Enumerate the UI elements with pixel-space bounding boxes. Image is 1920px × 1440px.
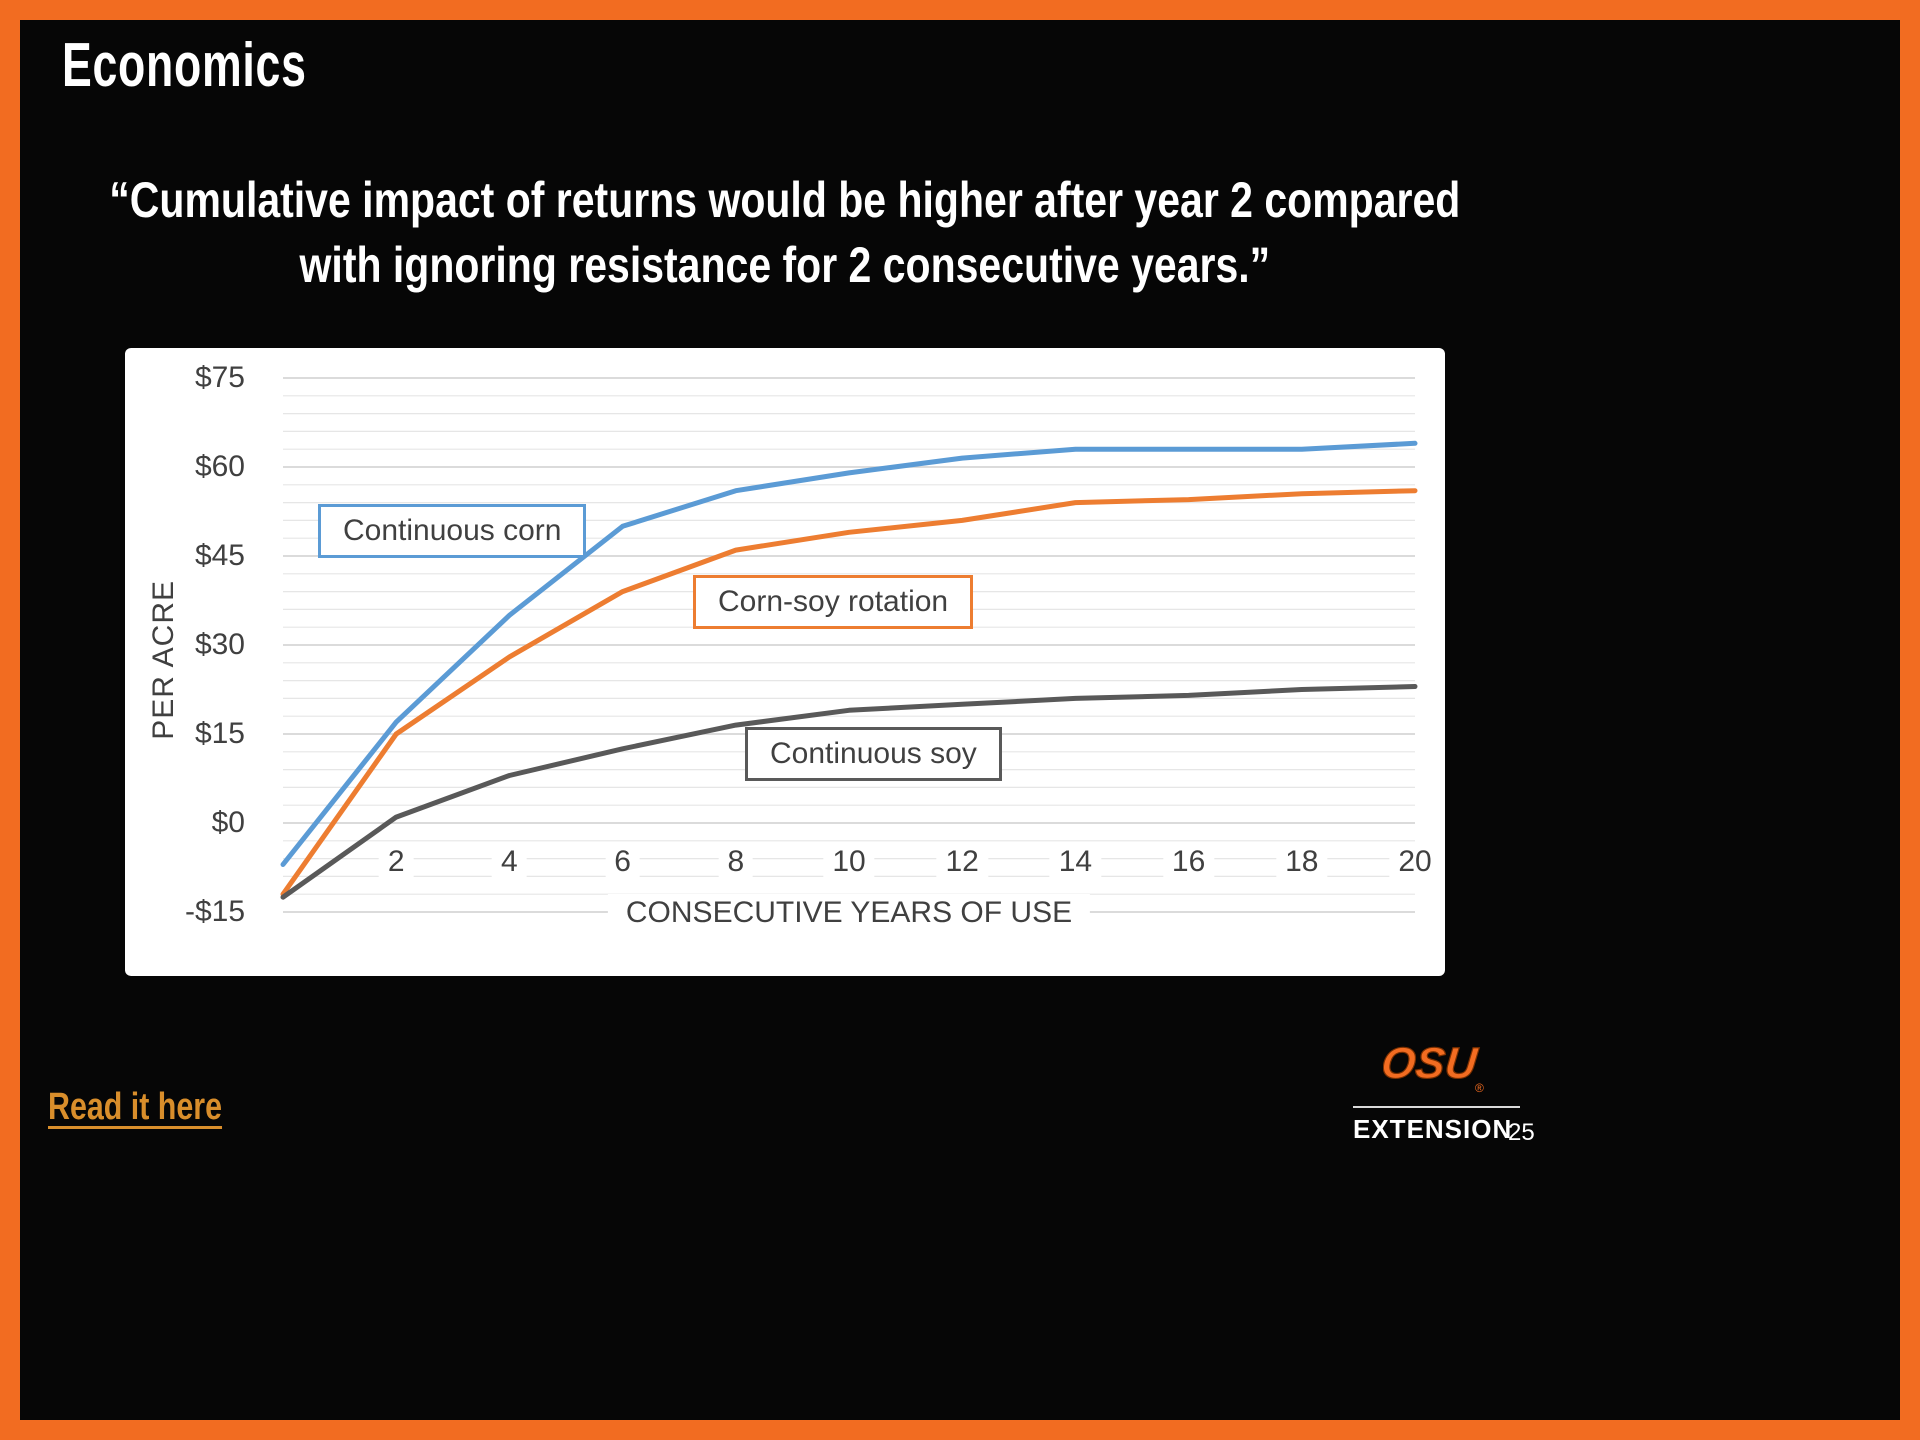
legend-continuous-soy-label: Continuous soy [770,737,977,770]
series-line-continuous-corn [280,440,1418,867]
chart-plot-svg [280,377,1418,913]
x-tick-label: 2 [378,845,414,880]
y-tick-label: $15 [194,717,245,750]
series-line-continuous-soy [280,684,1418,900]
quote-line-2: with ignoring resistance for 2 consecuti… [299,237,1271,293]
x-tick-label: 14 [1049,845,1102,880]
quote-block: “Cumulative impact of returns would be h… [40,168,1530,298]
legend-continuous-soy: Continuous soy [745,727,1002,781]
y-tick-label: $45 [194,539,245,572]
x-tick-label: 18 [1276,845,1328,880]
osu-logo-text: OSU [1383,1039,1481,1088]
quote-line-1: “Cumulative impact of returns would be h… [109,172,1461,228]
y-axis-title: PER ACRE [147,580,180,740]
legend-corn-soy-rotation-label: Corn-soy rotation [718,585,949,618]
legend-continuous-corn: Continuous corn [318,504,587,558]
y-tick-label: $0 [211,806,245,839]
registered-mark-icon: ® [1475,1081,1484,1095]
y-tick-label: $75 [194,361,245,394]
x-tick-label: 8 [718,845,754,880]
y-tick-label: -$15 [184,895,245,928]
brand-divider-rule [1353,1106,1520,1108]
y-tick-label: $30 [194,628,245,661]
osu-logo: OSU ® [1383,1039,1484,1095]
x-tick-label: 4 [492,845,527,880]
series-line-corn-soy-rotation [280,488,1418,897]
page-title: Economics [62,31,307,100]
page-number: 25 [1508,1119,1535,1146]
legend-corn-soy-rotation: Corn-soy rotation [693,575,974,629]
chart-panel: $75 $60 $45 $30 $15 $0 -$15 2 4 6 8 10 12 14 16 18 20 P… [125,348,1445,976]
x-tick-label: 20 [1389,845,1441,880]
x-tick-label: 10 [823,845,875,880]
x-tick-label: 6 [605,845,640,880]
x-tick-label: 12 [936,845,988,880]
x-axis-title: CONSECUTIVE YEARS OF USE [607,894,1091,932]
legend-continuous-corn-label: Continuous corn [343,514,562,547]
read-it-here-link[interactable]: Read it here [48,1086,223,1128]
y-tick-label: $60 [194,450,245,483]
extension-wordmark: EXTENSION [1353,1114,1513,1144]
x-tick-label: 16 [1162,845,1215,880]
